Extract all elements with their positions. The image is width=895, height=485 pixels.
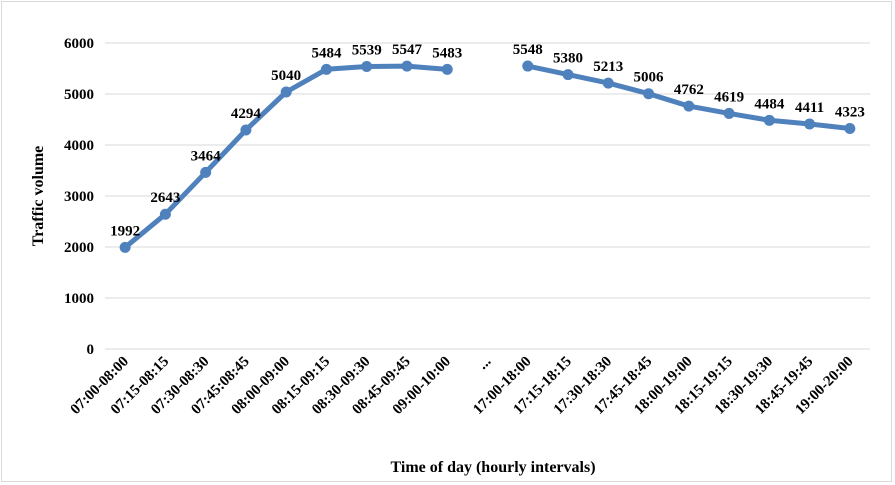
data-label: 5484 (311, 45, 342, 61)
y-axis-title: Traffic volume (30, 146, 47, 247)
data-label: 5006 (634, 70, 665, 86)
data-point (683, 100, 695, 112)
data-point (401, 60, 413, 72)
data-label: 2643 (150, 190, 180, 206)
data-point (804, 118, 816, 130)
data-point (320, 63, 332, 75)
data-label: 1992 (110, 223, 140, 239)
data-label: 5547 (392, 42, 423, 58)
data-label: 5539 (352, 43, 382, 59)
data-point (159, 208, 171, 220)
data-label: 4323 (835, 105, 865, 121)
data-label: 4411 (795, 100, 824, 116)
y-axis-ticks: 0 1000 2000 3000 4000 5000 6000 (64, 36, 94, 358)
data-point (280, 86, 292, 98)
y-tick-label: 6000 (64, 36, 94, 52)
x-axis-ticks: 07:00-08:0007:15-08:1507:30-08:3007:45:0… (68, 353, 857, 418)
data-label: 5548 (513, 42, 543, 58)
data-point (763, 114, 775, 126)
data-point (361, 61, 373, 73)
y-tick-label: 1000 (64, 291, 94, 307)
data-point (240, 124, 252, 136)
x-axis-title: Time of day (hourly intervals) (390, 459, 595, 476)
x-tick-label: ... (475, 353, 494, 372)
data-labels: 1992 2643 3464 4294 5040 5484 5539 5547 5483 5548… (110, 42, 865, 239)
data-label: 5213 (593, 59, 623, 75)
gridlines (105, 42, 870, 350)
data-label: 4484 (754, 96, 785, 112)
data-label: 5483 (432, 45, 462, 61)
y-tick-label: 3000 (64, 189, 94, 205)
series-points (119, 60, 856, 253)
y-tick-label: 2000 (64, 240, 94, 256)
data-point (844, 123, 856, 135)
data-point (522, 60, 534, 72)
data-point (562, 69, 574, 81)
data-label: 4294 (231, 106, 262, 122)
data-label: 4762 (674, 82, 704, 98)
data-label: 5380 (553, 51, 583, 67)
y-tick-label: 0 (87, 342, 95, 358)
data-label: 4619 (714, 89, 744, 105)
data-point (119, 241, 131, 253)
data-point (200, 166, 212, 178)
data-label: 5040 (271, 68, 301, 84)
data-point (441, 63, 453, 75)
data-label: 3464 (191, 148, 222, 164)
y-tick-label: 4000 (64, 138, 94, 154)
data-point (723, 107, 735, 119)
data-point (643, 88, 655, 100)
data-point (602, 77, 614, 89)
y-tick-label: 5000 (64, 87, 94, 103)
